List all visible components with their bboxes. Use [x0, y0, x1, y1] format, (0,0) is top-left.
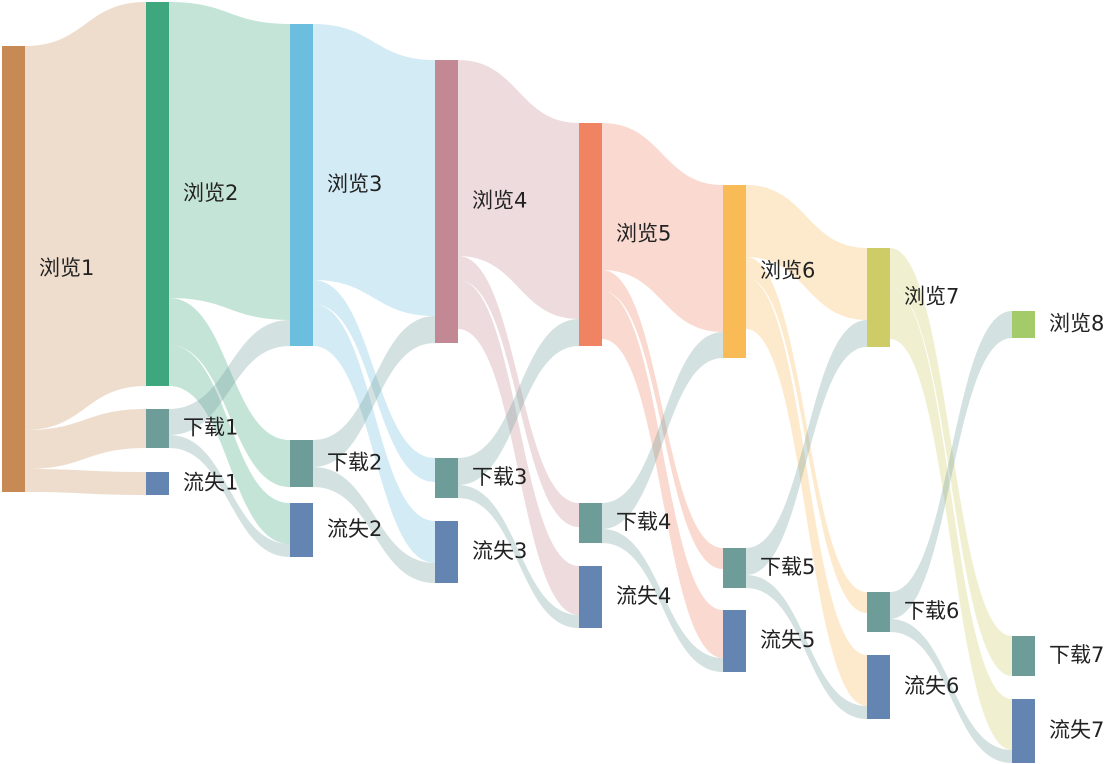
link-d6-l7 [890, 619, 1012, 763]
link-d1-l2 [169, 435, 290, 557]
node-label-l1: 流失1 [183, 471, 238, 495]
node-d2 [290, 440, 313, 487]
link-b1-d1 [25, 409, 146, 469]
node-d3 [435, 458, 458, 498]
link-d4-l5 [602, 529, 723, 672]
node-label-l2: 流失2 [327, 517, 382, 541]
node-label-b5: 浏览5 [616, 222, 671, 246]
sankey-nodes [2, 2, 1035, 763]
node-label-b1: 浏览1 [39, 256, 94, 280]
node-label-l7: 流失7 [1049, 718, 1104, 742]
link-d3-l4 [458, 485, 579, 628]
node-l5 [723, 610, 746, 672]
link-b6-d6 [746, 257, 867, 613]
node-b7 [867, 248, 890, 347]
link-b4-d4 [458, 256, 579, 527]
node-l4 [579, 566, 602, 628]
node-label-b7: 浏览7 [904, 285, 959, 309]
link-b1-l1 [25, 469, 146, 495]
link-b6-b7 [746, 185, 867, 320]
node-label-b2: 浏览2 [183, 181, 238, 205]
node-label-l5: 流失5 [760, 628, 815, 652]
node-label-l3: 流失3 [472, 539, 527, 563]
node-label-d5: 下载5 [760, 555, 815, 579]
node-b8 [1012, 311, 1035, 338]
node-b3 [290, 24, 313, 346]
node-label-l4: 流失4 [616, 584, 671, 608]
link-b3-b4 [313, 24, 435, 316]
link-b5-l5 [602, 291, 723, 658]
sankey-labels: 浏览1 浏览2 下载1 流失1 浏览3 下载2 流失2 浏览4 下载3 流失3 浏览5 下载4 流失4 浏… [39, 172, 1104, 742]
node-l6 [867, 655, 890, 719]
node-l2 [290, 503, 313, 557]
link-d5-l6 [746, 575, 867, 719]
node-b6 [723, 185, 746, 358]
node-b2 [146, 2, 169, 386]
node-d6 [867, 592, 890, 632]
node-d4 [579, 503, 602, 543]
node-label-b4: 浏览4 [472, 189, 527, 213]
link-d2-b4 [313, 316, 435, 467]
link-b4-l4 [458, 280, 579, 615]
node-label-d3: 下载3 [472, 465, 527, 489]
link-d1-b3 [169, 320, 290, 435]
link-b7-l7 [890, 288, 1012, 750]
node-label-d7: 下载7 [1049, 643, 1104, 667]
link-b3-l3 [313, 304, 435, 563]
link-d4-b6 [602, 332, 723, 529]
node-b4 [435, 60, 458, 343]
link-b3-d3 [313, 280, 435, 482]
link-b6-l6 [746, 278, 867, 706]
node-b5 [579, 123, 602, 346]
link-b1-b2 [25, 2, 146, 430]
sankey-links [25, 2, 1012, 763]
node-label-d6: 下载6 [904, 599, 959, 623]
link-b5-b6 [602, 123, 723, 332]
link-b2-l2 [169, 345, 290, 544]
node-d7 [1012, 636, 1035, 676]
node-l7 [1012, 699, 1035, 763]
link-b2-b3 [169, 2, 290, 320]
link-d6-b8 [890, 311, 1012, 619]
node-b1 [2, 46, 25, 492]
link-d5-b7 [746, 320, 867, 575]
link-b5-d5 [602, 270, 723, 569]
link-d3-b5 [458, 319, 579, 485]
node-label-d2: 下载2 [327, 451, 382, 475]
node-label-b6: 浏览6 [760, 259, 815, 283]
link-b7-d7 [890, 248, 1012, 676]
node-label-d1: 下载1 [183, 416, 238, 440]
node-l1 [146, 472, 169, 495]
link-b4-b5 [458, 60, 579, 319]
link-b2-d2 [169, 298, 290, 487]
node-d1 [146, 409, 169, 448]
node-label-b8: 浏览8 [1049, 312, 1104, 336]
node-label-b3: 浏览3 [327, 172, 382, 196]
node-label-d4: 下载4 [616, 510, 671, 534]
node-label-l6: 流失6 [904, 674, 959, 698]
node-l3 [435, 521, 458, 583]
link-d2-l3 [313, 467, 435, 583]
node-d5 [723, 548, 746, 588]
